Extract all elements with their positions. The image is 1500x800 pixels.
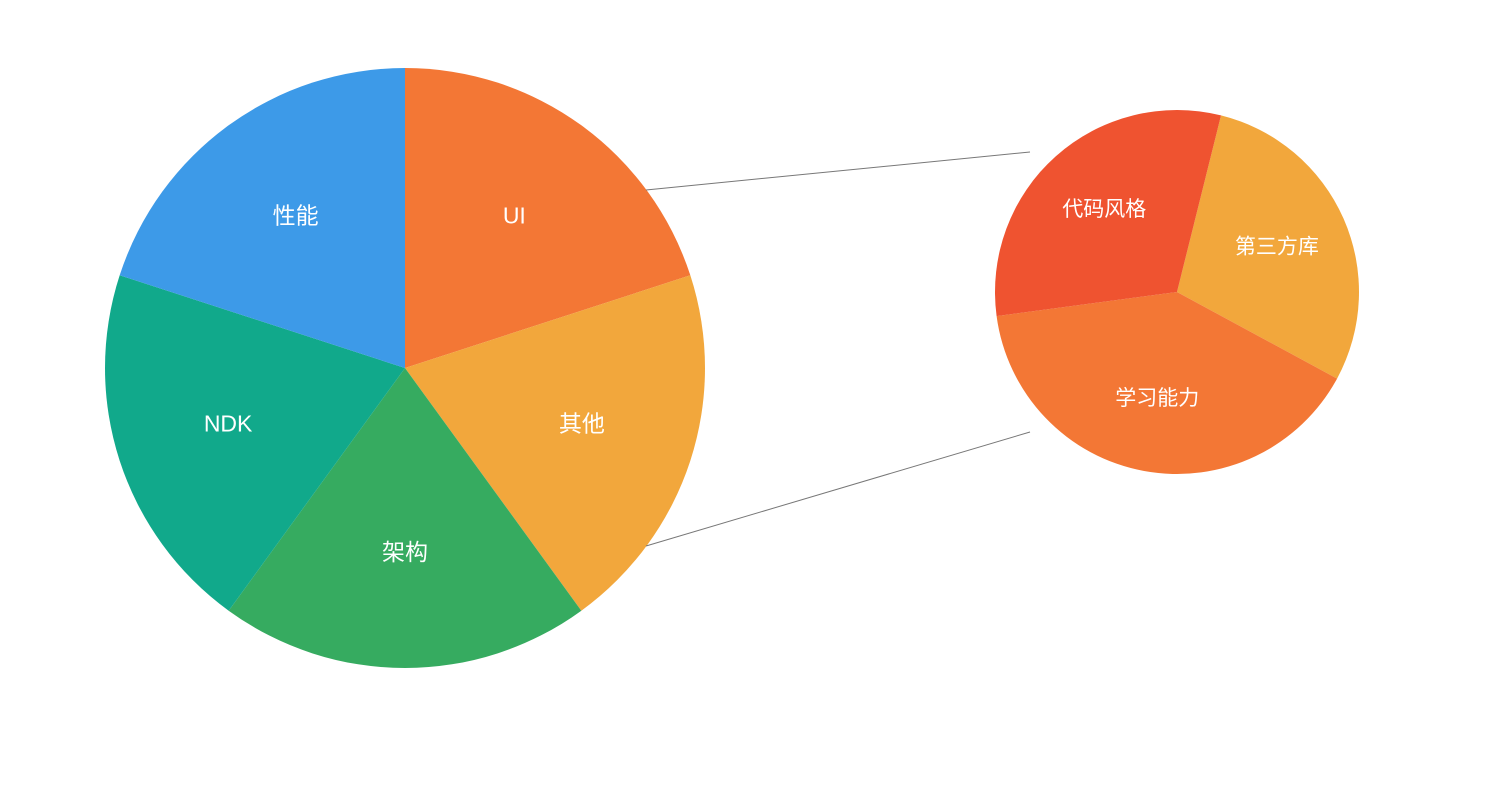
main_pie-label-2: 架构 bbox=[382, 539, 428, 565]
main_pie-label-3: NDK bbox=[204, 411, 253, 437]
chart-canvas: UI 其他架构 NDK 性能第三方库学习能力 代码风格 bbox=[0, 0, 1500, 800]
connector-line-0 bbox=[646, 152, 1030, 190]
main_pie-label-0: UI bbox=[503, 203, 526, 229]
detail_pie-label-2: 代码风格 bbox=[1062, 198, 1146, 221]
detail_pie-label-1: 学习能力 bbox=[1115, 387, 1199, 410]
detail_pie: 第三方库学习能力 代码风格 bbox=[995, 110, 1359, 474]
main_pie: UI 其他架构 NDK 性能 bbox=[105, 68, 705, 668]
detail_pie-label-0: 第三方库 bbox=[1235, 235, 1319, 258]
main_pie-label-1: 其他 bbox=[559, 411, 605, 437]
main_pie-label-4: 性能 bbox=[273, 203, 319, 229]
connector-line-1 bbox=[646, 432, 1030, 546]
